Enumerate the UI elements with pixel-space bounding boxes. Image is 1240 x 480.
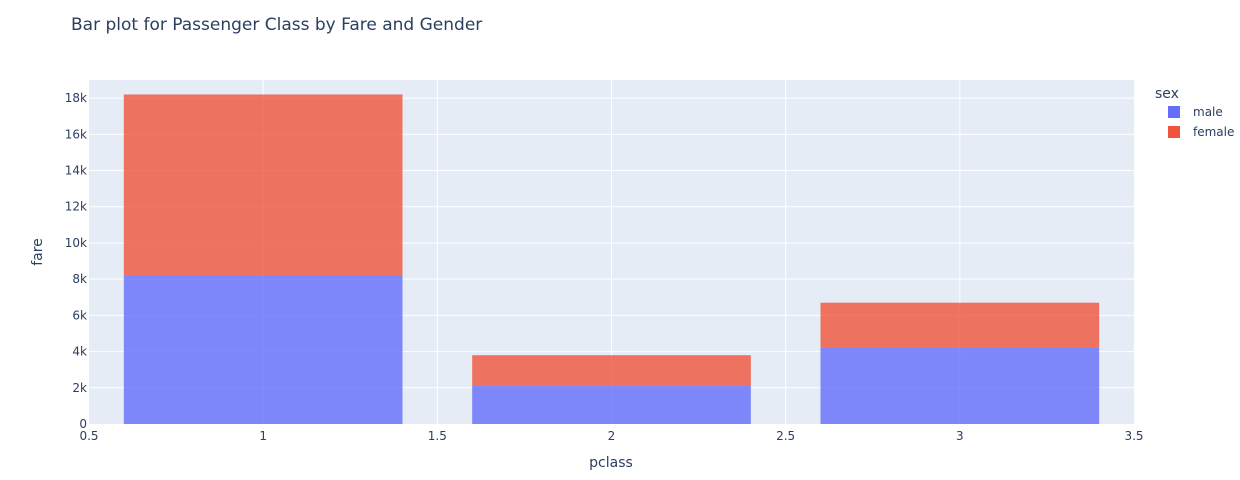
y-tick-label: 6k [72, 308, 87, 322]
x-axis-ticks: 0.5 1 1.5 2 2.5 3 3.5 [79, 429, 1143, 443]
y-tick-label: 18k [65, 91, 87, 105]
x-tick-label: 2 [608, 429, 616, 443]
legend-label-female[interactable]: female [1193, 125, 1234, 139]
y-axis-title: fare [30, 238, 46, 266]
y-tick-label: 14k [65, 164, 87, 178]
bar-male-pclass-3[interactable] [820, 347, 1100, 424]
legend-swatch-female[interactable] [1168, 126, 1180, 138]
x-tick-label: 2.5 [776, 429, 795, 443]
y-tick-label: 4k [72, 345, 87, 359]
bar-male-pclass-2[interactable] [472, 385, 751, 424]
legend: sex male female [1155, 86, 1234, 139]
x-axis-title: pclass [589, 455, 633, 471]
y-tick-label: 2k [72, 381, 87, 395]
y-tick-label: 8k [72, 272, 87, 286]
legend-label-male[interactable]: male [1193, 105, 1223, 119]
bar-male-pclass-1[interactable] [123, 275, 403, 424]
bar-female-pclass-3[interactable] [820, 302, 1100, 348]
y-tick-label: 10k [65, 236, 87, 250]
y-axis-ticks: 0 2k 4k 6k 8k 10k 12k 14k 16k 18k [65, 91, 87, 431]
bar-female-pclass-2[interactable] [472, 355, 751, 386]
x-tick-label: 1.5 [428, 429, 447, 443]
y-tick-label: 12k [65, 200, 87, 214]
x-tick-label: 1 [259, 429, 267, 443]
y-tick-label: 0 [79, 417, 87, 431]
x-tick-label: 0.5 [79, 429, 98, 443]
x-tick-label: 3 [956, 429, 964, 443]
legend-title: sex [1155, 86, 1179, 102]
bar-female-pclass-1[interactable] [123, 94, 403, 276]
y-tick-label: 16k [65, 127, 87, 141]
chart-title: Bar plot for Passenger Class by Fare and… [71, 15, 482, 35]
bars [123, 94, 1100, 424]
x-tick-label: 3.5 [1124, 429, 1143, 443]
legend-swatch-male[interactable] [1168, 106, 1180, 118]
